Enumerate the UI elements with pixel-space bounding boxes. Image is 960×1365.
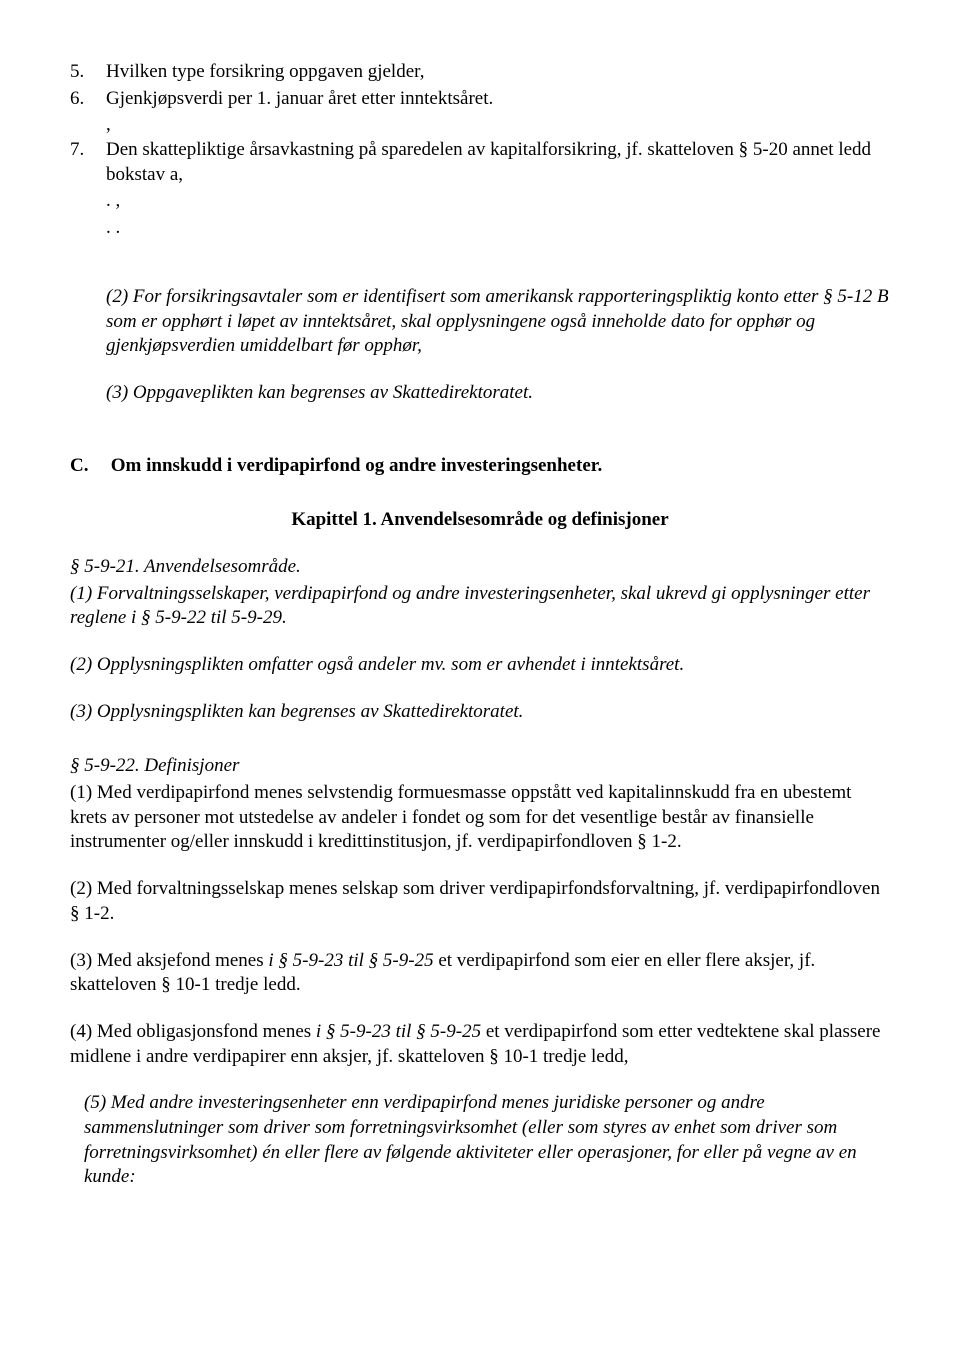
body-text: .: [110, 903, 115, 924]
s-5-9-22-head: § 5-9-22. Definisjoner: [70, 754, 890, 779]
body-text: (3) Med aksjefond menes: [70, 950, 268, 971]
body-text: (2) Med forvaltningsselskap menes selska…: [70, 878, 725, 899]
paragraph-3: (3) Oppgaveplikten kan begrenses av Skat…: [106, 381, 890, 406]
law-link[interactable]: skatteloven § 10-1 tredje ledd: [398, 1046, 624, 1067]
s-5-9-22-p2: (2) Med forvaltningsselskap menes selska…: [70, 877, 890, 926]
list-number: 6.: [70, 87, 100, 112]
s-5-9-22-p5: (5) Med andre investeringsenheter enn ve…: [70, 1091, 890, 1190]
list-text: Hvilken type forsikring oppgaven gjelder…: [106, 61, 424, 82]
list-item-5: 5. Hvilken type forsikring oppgaven gjel…: [70, 60, 890, 85]
law-link[interactable]: skatteloven § 10-1 tredje ledd: [70, 974, 296, 995]
section-c-title: Om innskudd i verdipapirfond og andre in…: [111, 455, 602, 476]
s-5-9-22-p4: (4) Med obligasjonsfond menes i § 5-9-23…: [70, 1020, 890, 1069]
body-text: et verdipapirfond som eier en eller fler…: [434, 950, 816, 971]
law-link[interactable]: verdipapirfondloven § 1-2: [477, 831, 676, 852]
kapittel-1-heading: Kapittel 1. Anvendelsesområde og definis…: [70, 508, 890, 533]
italic-span: i § 5-9-23 til § 5-9-25: [268, 950, 433, 971]
s-5-9-21-p1: (1) Forvaltningsselskaper, verdipapirfon…: [70, 582, 890, 631]
s-5-9-21-p2: (2) Opplysningsplikten omfatter også and…: [70, 653, 890, 678]
body-text: (4) Med obligasjonsfond menes: [70, 1021, 316, 1042]
italic-span: i § 5-9-23 til § 5-9-25: [316, 1021, 481, 1042]
stray-comma: ,: [70, 113, 890, 138]
s-5-9-21-head: § 5-9-21. Anvendelsesområde.: [70, 555, 890, 580]
list-item-6: 6. Gjenkjøpsverdi per 1. januar året ett…: [70, 87, 890, 112]
body-text: .: [677, 831, 682, 852]
list-number: 5.: [70, 60, 100, 85]
section-c-heading: C. Om innskudd i verdipapirfond og andre…: [70, 454, 890, 479]
stray-dot-comma: . ,: [70, 189, 890, 214]
body-text: ,: [624, 1046, 629, 1067]
list-text: Den skattepliktige årsavkastning på spar…: [106, 139, 871, 185]
list-item-7: 7. Den skattepliktige årsavkastning på s…: [70, 138, 890, 187]
list-number: 7.: [70, 138, 100, 163]
stray-dot-dot: . .: [70, 216, 890, 241]
section-c-label: C.: [70, 454, 106, 479]
paragraph-2: (2) For forsikringsavtaler som er identi…: [106, 285, 890, 359]
body-text: .: [296, 974, 301, 995]
s-5-9-21-p3: (3) Opplysningsplikten kan begrenses av …: [70, 700, 890, 725]
list-text: Gjenkjøpsverdi per 1. januar året etter …: [106, 88, 493, 109]
body-text: (1) Med verdipapirfond menes selvstendig…: [70, 782, 851, 852]
s-5-9-22-p3: (3) Med aksjefond menes i § 5-9-23 til §…: [70, 949, 890, 998]
s-5-9-22-p1: (1) Med verdipapirfond menes selvstendig…: [70, 781, 890, 855]
